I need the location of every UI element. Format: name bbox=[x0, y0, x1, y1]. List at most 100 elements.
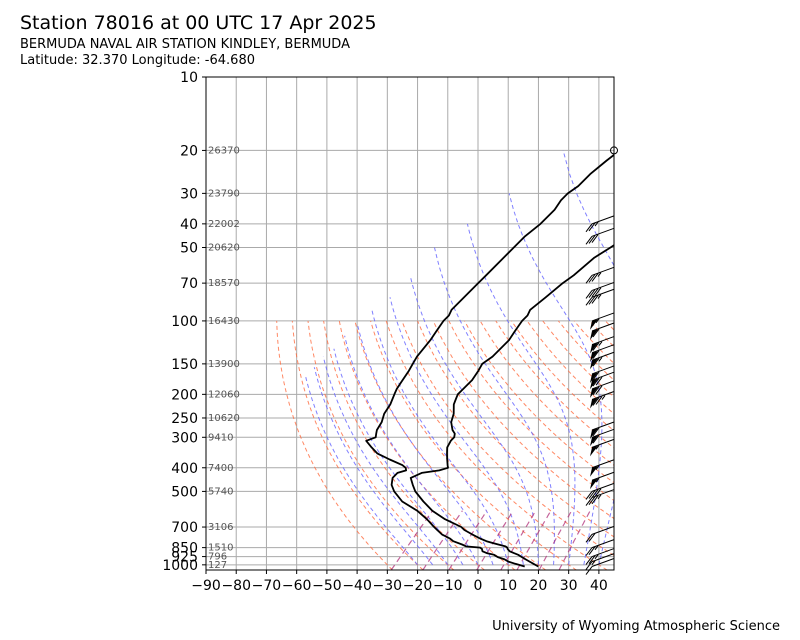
station-coordinates: Latitude: 32.370 Longitude: -64.680 bbox=[20, 53, 255, 68]
barb-flag bbox=[585, 534, 593, 543]
barb-staff bbox=[591, 351, 615, 361]
height-label: 796 bbox=[208, 552, 227, 563]
barb-staff bbox=[591, 525, 615, 535]
y-tick-label: 700 bbox=[171, 520, 198, 536]
calm-wind-marker bbox=[610, 146, 618, 155]
barb-flag bbox=[594, 287, 602, 297]
barb-staff bbox=[591, 344, 615, 354]
barb-flag bbox=[591, 273, 599, 282]
y-tick-label: 30 bbox=[180, 186, 198, 202]
barb-half-flag bbox=[595, 477, 600, 483]
barb-half-flag bbox=[597, 494, 602, 500]
dry-adiabat bbox=[323, 320, 485, 570]
x-tick-label: 0 bbox=[474, 578, 483, 594]
moist-adiabat bbox=[322, 356, 449, 566]
barb-staff bbox=[591, 312, 615, 322]
y-tick-label: 250 bbox=[171, 411, 198, 427]
barb-staff bbox=[591, 336, 615, 346]
wind-barb bbox=[585, 266, 615, 284]
barb-flag bbox=[592, 357, 600, 367]
dry-adiabat bbox=[495, 320, 614, 449]
moist-adiabat bbox=[371, 309, 509, 565]
barb-staff bbox=[591, 215, 615, 225]
x-tick-label: 30 bbox=[560, 578, 578, 594]
mixing-ratio-line bbox=[390, 510, 433, 570]
height-label: 5740 bbox=[208, 486, 233, 497]
barb-staff bbox=[591, 421, 615, 431]
barb-staff bbox=[591, 539, 615, 549]
barb-flag bbox=[592, 342, 600, 351]
barb-flag bbox=[588, 274, 596, 283]
barb-flag bbox=[591, 295, 599, 304]
plot-area: 26370 23790 22002 20620 18570 16430 13900 12060… bbox=[208, 145, 614, 570]
barb-flag bbox=[588, 222, 596, 232]
wind-barb bbox=[590, 459, 615, 477]
barb-flag bbox=[588, 546, 596, 556]
wind-barb bbox=[590, 471, 615, 490]
barb-flag bbox=[585, 223, 593, 233]
barb-flag bbox=[585, 290, 593, 299]
chart-title: Station 78016 at 00 UTC 17 Apr 2025 bbox=[20, 12, 377, 34]
barb-half-flag bbox=[597, 272, 602, 277]
barb-flag bbox=[585, 556, 593, 565]
barb-flag bbox=[588, 490, 596, 499]
y-tick-label: 20 bbox=[180, 143, 198, 159]
y-tick-label: 70 bbox=[180, 276, 198, 292]
barb-flag bbox=[594, 488, 602, 498]
wind-barb bbox=[585, 558, 615, 575]
dry-adiabat bbox=[464, 320, 614, 484]
dry-adiabat bbox=[276, 320, 393, 570]
x-tick-label: −60 bbox=[282, 578, 312, 594]
wind-barb bbox=[585, 227, 615, 245]
x-tick-label: 40 bbox=[590, 578, 608, 594]
wind-barb bbox=[585, 215, 615, 233]
height-label: 10620 bbox=[208, 413, 240, 424]
wind-barb bbox=[585, 553, 615, 570]
y-tick-label: 10 bbox=[180, 70, 198, 86]
barb-flag bbox=[588, 496, 596, 505]
y-tick-label: 500 bbox=[171, 484, 198, 500]
barb-half-flag bbox=[601, 395, 606, 400]
x-tick-label: −90 bbox=[191, 578, 221, 594]
moist-adiabat bbox=[333, 348, 464, 566]
y-tick-label: 200 bbox=[171, 387, 198, 403]
y-tick-label: 40 bbox=[180, 217, 198, 233]
x-tick-label: 10 bbox=[499, 578, 517, 594]
dry-adiabat bbox=[338, 320, 516, 570]
station-name: BERMUDA NAVAL AIR STATION KINDLEY, BERMU… bbox=[20, 37, 350, 52]
x-tick-label: −70 bbox=[252, 578, 282, 594]
barb-half-flag bbox=[595, 318, 600, 324]
dry-adiabat bbox=[432, 320, 614, 520]
barb-staff bbox=[591, 365, 615, 375]
barb-flag bbox=[591, 288, 599, 297]
dewpoint-profile bbox=[365, 153, 614, 568]
mixing-ratio-line bbox=[476, 510, 514, 570]
dry-adiabat bbox=[354, 320, 546, 570]
x-tick-label: −50 bbox=[312, 578, 342, 594]
barb-staff bbox=[591, 322, 615, 332]
wind-barb bbox=[585, 281, 615, 299]
barb-flag bbox=[592, 350, 600, 359]
mixing-ratio-line bbox=[422, 510, 463, 570]
y-tick-label: 150 bbox=[171, 357, 198, 373]
wind-barb bbox=[590, 344, 615, 362]
barb-flag bbox=[588, 296, 596, 305]
wind-barb bbox=[585, 525, 615, 543]
barb-half-flag bbox=[594, 545, 599, 551]
wind-barb bbox=[585, 482, 615, 500]
dry-adiabat bbox=[589, 320, 614, 348]
barb-half-flag bbox=[598, 341, 603, 346]
barb-flag bbox=[585, 296, 593, 306]
x-tick-label: 20 bbox=[530, 578, 548, 594]
barb-staff bbox=[591, 471, 615, 481]
height-label: 9410 bbox=[208, 432, 233, 443]
y-tick-label: 925 bbox=[171, 550, 198, 566]
dry-adiabat bbox=[479, 320, 614, 466]
height-label: 12060 bbox=[208, 389, 240, 400]
barb-staff bbox=[591, 281, 615, 291]
mixing-ratio-line bbox=[538, 510, 573, 570]
moist-adiabat bbox=[305, 376, 418, 566]
barb-flag bbox=[595, 396, 603, 405]
barb-flag bbox=[591, 495, 599, 505]
credit-text: University of Wyoming Atmospheric Scienc… bbox=[492, 619, 780, 634]
